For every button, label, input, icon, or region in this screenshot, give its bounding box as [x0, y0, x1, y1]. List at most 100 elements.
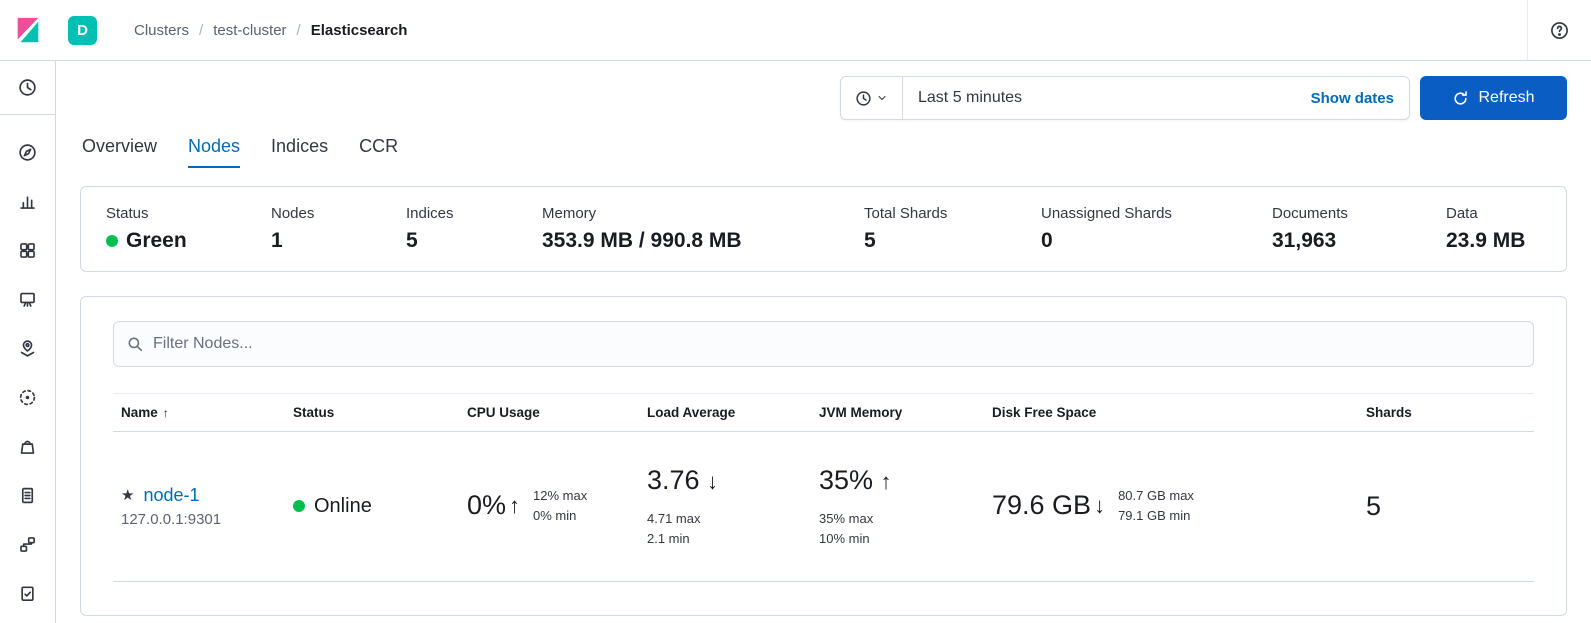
shards-value: 5: [1366, 490, 1382, 521]
top-header: D Clusters / test-cluster / Elasticsearc…: [0, 0, 1591, 61]
machine-learning-icon[interactable]: [7, 373, 49, 422]
refresh-button[interactable]: Refresh: [1420, 76, 1567, 120]
canvas-icon[interactable]: [7, 275, 49, 324]
dashboard-icon[interactable]: [7, 226, 49, 275]
status-value-text: Green: [126, 229, 187, 252]
stat-label: Data: [1446, 205, 1478, 222]
refresh-label: Refresh: [1478, 89, 1535, 106]
breadcrumb-clusters[interactable]: Clusters: [134, 21, 190, 39]
visualize-icon[interactable]: [7, 177, 49, 226]
show-dates-button[interactable]: Show dates: [1310, 89, 1394, 107]
chevron-down-icon: [878, 95, 886, 101]
jvm-min: 10% min: [819, 530, 870, 546]
stat-value: 5: [864, 229, 876, 252]
kibana-logo-icon: [17, 17, 39, 43]
apm-icon[interactable]: [7, 422, 49, 471]
column-header-cpu-usage[interactable]: CPU Usage: [459, 393, 639, 432]
stat-documents: Documents 31,963: [1272, 205, 1446, 253]
disk-value: 79.6 GB: [992, 490, 1092, 521]
master-node-star-icon: ★: [121, 487, 135, 505]
breadcrumb-elasticsearch: Elasticsearch: [310, 21, 408, 39]
cell-name: ★ node-1 127.0.0.1:9301: [113, 431, 285, 582]
cpu-value: 0%: [467, 490, 507, 521]
cluster-tabs: Overview Nodes Indices CCR: [80, 136, 1567, 168]
uptime-icon[interactable]: [7, 569, 49, 618]
breadcrumb: Clusters / test-cluster / Elasticsearch: [134, 22, 407, 39]
trend-down-icon: ↓: [707, 469, 719, 494]
status-green-dot: [106, 235, 118, 247]
stat-indices: Indices 5: [406, 205, 542, 253]
column-header-load-average[interactable]: Load Average: [639, 393, 811, 432]
online-status-dot: [293, 500, 305, 513]
stat-nodes: Nodes 1: [271, 205, 406, 253]
date-picker[interactable]: Last 5 minutes Show dates: [840, 76, 1410, 120]
cell-disk-free-space: 79.6 GB ↓ 80.7 GB max 79.1 GB min: [984, 431, 1358, 582]
stat-label: Nodes: [271, 205, 315, 222]
jvm-max: 35% max: [819, 510, 874, 526]
trend-up-icon: ↑: [509, 493, 521, 519]
load-min: 2.1 min: [647, 530, 690, 546]
kibana-logo[interactable]: [0, 0, 56, 60]
breadcrumb-separator: /: [296, 21, 301, 39]
cell-jvm-memory: 35% ↑ 35% max 10% min: [811, 431, 984, 582]
stat-label: Total Shards: [864, 205, 948, 222]
column-label: Name: [121, 405, 158, 420]
header-right-controls: [1527, 0, 1591, 60]
table-row: ★ node-1 127.0.0.1:9301 Online: [113, 431, 1534, 582]
cell-load-average: 3.76 ↓ 4.71 max 2.1 min: [639, 431, 811, 582]
time-quick-menu-button[interactable]: [841, 77, 903, 119]
recently-viewed-icon[interactable]: [7, 63, 49, 112]
table-header-row: Name ↑ Status CPU Usage Load Average JVM …: [113, 393, 1534, 432]
breadcrumb-test-cluster[interactable]: test-cluster: [213, 21, 287, 39]
stat-status: Status Green: [106, 205, 271, 253]
stack-monitoring-icon[interactable]: [7, 520, 49, 569]
left-sidebar: [0, 61, 56, 623]
refresh-icon: [1454, 90, 1468, 105]
stat-label: Documents: [1272, 205, 1348, 222]
space-badge[interactable]: D: [68, 15, 97, 45]
column-header-jvm-memory[interactable]: JVM Memory: [811, 393, 984, 432]
column-header-disk-free-space[interactable]: Disk Free Space: [984, 393, 1358, 432]
load-max: 4.71 max: [647, 510, 701, 526]
jvm-value: 35%: [819, 465, 874, 495]
cpu-min: 0% min: [533, 507, 577, 523]
status-text: Online: [314, 494, 372, 517]
time-toolbar: Last 5 minutes Show dates Refresh: [80, 76, 1567, 120]
nodes-table: Name ↑ Status CPU Usage Load Average JVM …: [113, 393, 1534, 582]
discover-icon[interactable]: [7, 128, 49, 177]
help-icon[interactable]: [1550, 21, 1569, 40]
stat-value: Green: [106, 229, 271, 253]
load-value: 3.76: [647, 465, 700, 495]
stat-value: 0: [1041, 229, 1053, 252]
tab-nodes[interactable]: Nodes: [188, 136, 241, 168]
trend-up-icon: ↑: [880, 469, 892, 494]
sidebar-nav: [7, 115, 49, 618]
cell-shards: 5: [1358, 431, 1534, 582]
logs-icon[interactable]: [7, 471, 49, 520]
stat-label: Indices: [406, 205, 454, 222]
tab-overview[interactable]: Overview: [82, 136, 158, 156]
stat-label: Unassigned Shards: [1041, 205, 1172, 222]
stat-data: Data 23.9 MB: [1446, 205, 1541, 253]
column-header-name[interactable]: Name ↑: [113, 393, 285, 432]
stat-value: 31,963: [1272, 229, 1337, 252]
trend-down-icon: ↓: [1094, 493, 1106, 519]
column-header-shards[interactable]: Shards: [1358, 393, 1534, 432]
nodes-panel: Name ↑ Status CPU Usage Load Average JVM …: [80, 296, 1567, 616]
stat-unassigned-shards: Unassigned Shards 0: [1041, 205, 1272, 253]
stat-memory: Memory 353.9 MB / 990.8 MB: [542, 205, 864, 253]
breadcrumb-separator: /: [199, 21, 204, 39]
node-link[interactable]: node-1: [143, 484, 200, 505]
disk-max: 80.7 GB max: [1118, 487, 1194, 503]
stat-total-shards: Total Shards 5: [864, 205, 1041, 253]
time-range-value[interactable]: Last 5 minutes: [918, 89, 1023, 106]
tab-ccr[interactable]: CCR: [359, 136, 399, 156]
stat-value: 353.9 MB / 990.8 MB: [542, 229, 742, 252]
tab-indices[interactable]: Indices: [271, 136, 329, 156]
stat-value: 1: [271, 229, 283, 252]
filter-nodes-input[interactable]: [153, 335, 1520, 353]
column-header-status[interactable]: Status: [285, 393, 459, 432]
stat-value: 23.9 MB: [1446, 229, 1526, 252]
sort-asc-icon: ↑: [162, 406, 169, 420]
maps-icon[interactable]: [7, 324, 49, 373]
